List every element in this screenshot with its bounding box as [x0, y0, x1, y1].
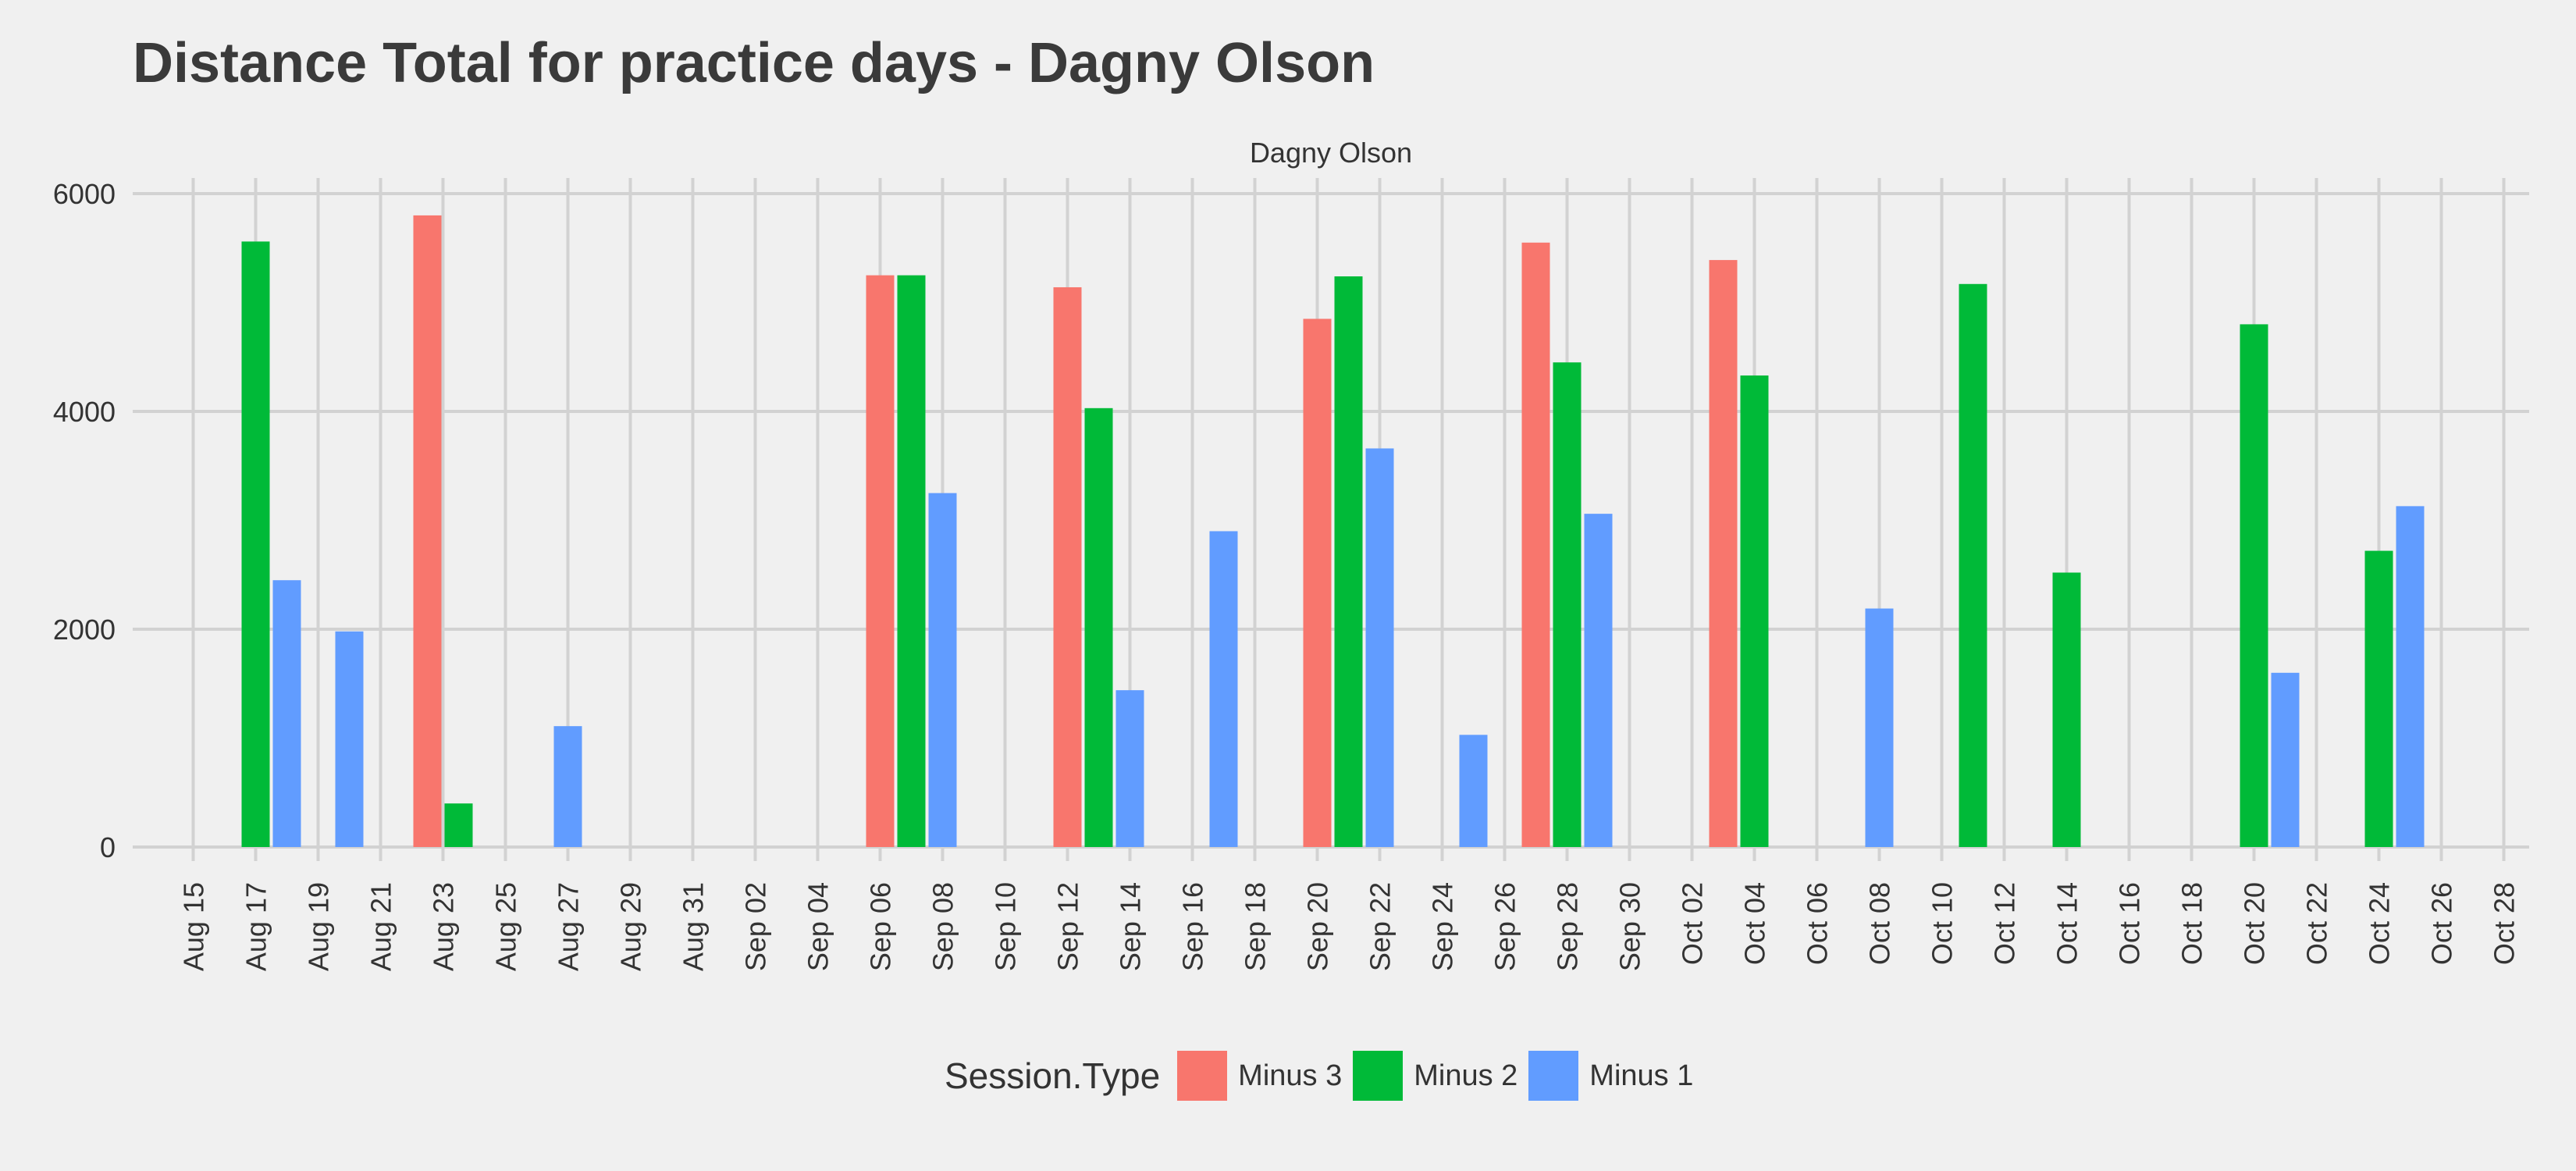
x-tick-label: Sep 22 [1364, 882, 1397, 971]
bar-minus-2 [444, 803, 473, 847]
x-tick-label: Oct 28 [2489, 882, 2521, 965]
x-tick-label: Aug 21 [365, 882, 397, 971]
x-tick-label: Oct 18 [2176, 882, 2208, 965]
bar-minus-2 [2364, 550, 2393, 847]
x-tick-label: Sep 20 [1302, 882, 1334, 971]
bar-minus-1 [1865, 608, 1894, 847]
x-tick-label: Sep 12 [1052, 882, 1084, 971]
y-tick-label: 6000 [53, 178, 116, 210]
x-tick-label: Oct 04 [1739, 882, 1771, 965]
bar-minus-2 [1959, 283, 1987, 847]
bar-minus-2 [2240, 324, 2268, 847]
x-tick-label: Oct 10 [1927, 882, 1959, 965]
legend-label: Minus 2 [1414, 1059, 1518, 1092]
legend-item: Minus 3 [1177, 1051, 1342, 1101]
bar-minus-1 [272, 580, 301, 847]
y-tick-label: 4000 [53, 396, 116, 428]
x-tick-label: Sep 18 [1240, 882, 1272, 971]
bar-minus-1 [1584, 514, 1613, 847]
bar-minus-1 [2396, 506, 2425, 847]
x-tick-label: Sep 30 [1614, 882, 1646, 971]
bar-minus-1 [1115, 690, 1144, 847]
bar-minus-2 [2052, 572, 2081, 847]
bar-minus-3 [1709, 260, 1738, 848]
legend-item: Minus 1 [1528, 1051, 1693, 1101]
x-tick-label: Sep 08 [927, 882, 959, 971]
x-tick-label: Sep 02 [740, 882, 772, 971]
x-tick-label: Sep 28 [1552, 882, 1584, 971]
bar-minus-1 [1209, 531, 1238, 847]
legend-label: Minus 3 [1238, 1059, 1343, 1092]
bar-minus-2 [1084, 408, 1113, 847]
bar-minus-1 [928, 493, 957, 847]
legend-title: Session.Type [945, 1055, 1161, 1096]
bar-minus-2 [1740, 375, 1769, 848]
bar-minus-1 [335, 631, 364, 847]
bar-minus-1 [1459, 735, 1488, 847]
bar-minus-1 [2271, 672, 2300, 847]
x-tick-label: Oct 12 [1989, 882, 2021, 965]
x-tick-label: Oct 26 [2426, 882, 2458, 965]
x-tick-label: Oct 06 [1802, 882, 1834, 965]
bar-minus-3 [413, 215, 442, 847]
x-tick-label: Aug 27 [553, 882, 585, 971]
legend-swatch [1528, 1051, 1579, 1101]
x-tick-label: Oct 24 [2364, 882, 2396, 965]
x-tick-label: Oct 22 [2301, 882, 2333, 965]
x-tick-label: Sep 26 [1489, 882, 1521, 971]
x-tick-label: Sep 24 [1427, 882, 1459, 971]
x-tick-label: Sep 04 [802, 882, 834, 971]
bars [241, 215, 2425, 848]
legend-label: Minus 1 [1589, 1059, 1694, 1092]
x-tick-label: Oct 20 [2239, 882, 2271, 965]
x-tick-label: Aug 29 [615, 882, 647, 971]
bar-minus-1 [553, 726, 582, 847]
y-axis-ticks: 0 2000 4000 6000 [53, 178, 116, 863]
bar-minus-2 [1334, 276, 1363, 847]
legend-swatch [1177, 1051, 1228, 1101]
bar-minus-3 [866, 275, 895, 847]
bar-minus-3 [1053, 287, 1082, 848]
x-tick-label: Sep 14 [1115, 882, 1147, 971]
bar-minus-1 [1365, 448, 1394, 847]
facet-label: Dagny Olson [1250, 137, 1412, 169]
bar-minus-2 [897, 275, 926, 847]
x-tick-label: Sep 10 [990, 882, 1022, 971]
y-tick-label: 2000 [53, 614, 116, 646]
bar-minus-2 [241, 241, 270, 847]
legend-swatch [1353, 1051, 1404, 1101]
x-tick-label: Aug 15 [178, 882, 210, 971]
x-tick-label: Oct 14 [2051, 882, 2083, 965]
x-tick-label: Aug 25 [490, 882, 522, 971]
x-tick-label: Aug 17 [240, 882, 272, 971]
bar-minus-2 [1553, 362, 1582, 848]
legend: Session.Type Minus 3 Minus 2 Minus 1 [945, 1048, 1704, 1103]
x-tick-label: Oct 16 [2114, 882, 2146, 965]
y-tick-label: 0 [100, 831, 116, 863]
x-tick-label: Aug 19 [303, 882, 335, 971]
x-tick-label: Oct 02 [1677, 882, 1709, 965]
bar-minus-3 [1521, 242, 1550, 847]
x-tick-label: Aug 23 [428, 882, 460, 971]
legend-item: Minus 2 [1353, 1051, 1517, 1101]
x-tick-label: Aug 31 [678, 882, 710, 971]
x-tick-label: Oct 08 [1864, 882, 1896, 965]
bar-minus-3 [1303, 319, 1332, 847]
x-tick-label: Sep 16 [1177, 882, 1209, 971]
x-axis-ticks: Aug 15 Aug 17 Aug 19 Aug 21 Aug 23 Aug 25 Aug … [178, 882, 2521, 971]
x-tick-label: Sep 06 [865, 882, 897, 971]
chart-title: Distance Total for practice days - Dagny… [133, 32, 1375, 94]
